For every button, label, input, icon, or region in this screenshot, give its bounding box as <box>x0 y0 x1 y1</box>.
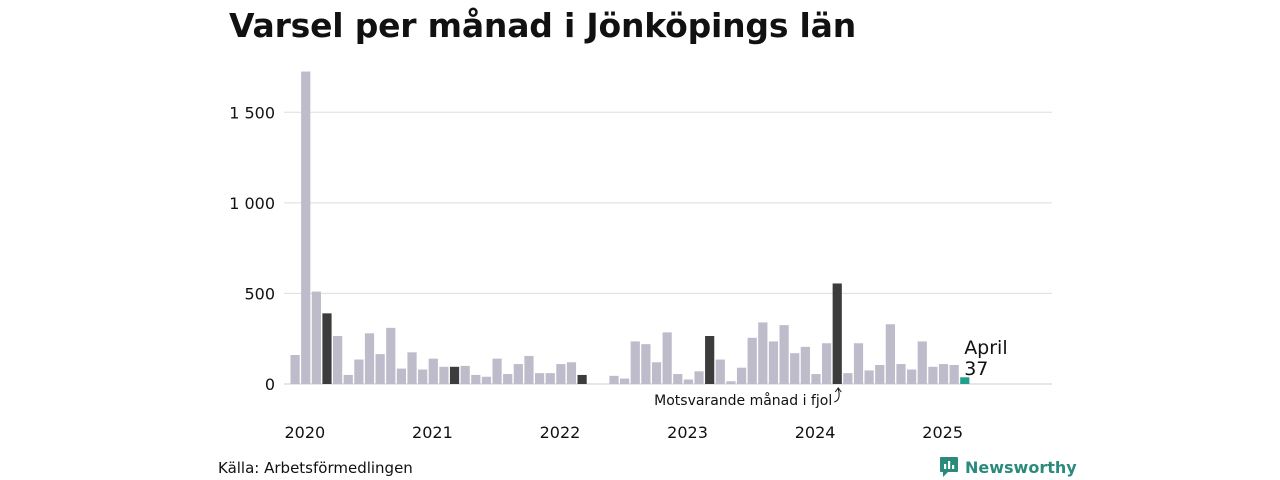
bar <box>715 359 725 384</box>
annotation-arrow <box>834 388 840 403</box>
x-tick-label: 2021 <box>412 423 453 442</box>
bar <box>428 358 438 384</box>
bar <box>694 371 704 384</box>
bar <box>683 379 694 384</box>
bar <box>673 374 683 384</box>
bar <box>609 375 619 384</box>
x-tick-label: 2020 <box>285 423 326 442</box>
x-tick-label: 2024 <box>795 423 836 442</box>
bars <box>290 71 970 385</box>
newsworthy-logo-icon <box>940 457 958 477</box>
bar <box>885 324 895 384</box>
bar <box>322 313 332 384</box>
brand-name: Newsworthy <box>965 457 1077 477</box>
bar <box>832 283 842 384</box>
bar <box>747 337 757 384</box>
bar <box>917 341 927 384</box>
bar <box>736 367 747 384</box>
bar <box>843 373 853 384</box>
bar <box>418 369 428 384</box>
bar <box>513 364 523 384</box>
bar <box>577 374 587 384</box>
bar <box>503 374 513 384</box>
y-tick-label: 0 <box>265 375 275 394</box>
bar <box>492 358 502 384</box>
bar <box>949 364 959 384</box>
bar <box>524 355 534 384</box>
bar <box>396 368 406 384</box>
bar <box>566 362 577 384</box>
bar <box>896 364 906 384</box>
source-note: Källa: Arbetsförmedlingen <box>218 459 413 477</box>
bar <box>800 346 810 384</box>
bar <box>471 374 481 384</box>
bar <box>460 365 470 384</box>
bar <box>875 364 885 384</box>
bar <box>779 325 789 384</box>
bar <box>811 374 821 384</box>
y-tick-label: 1 500 <box>229 103 275 122</box>
x-tick-label: 2022 <box>540 423 581 442</box>
brand-logo[interactable]: Newsworthy <box>939 456 1077 478</box>
current-month-value: 37 <box>964 358 988 380</box>
bar <box>758 322 768 384</box>
bar <box>311 291 321 384</box>
bar <box>620 378 630 384</box>
bar <box>938 364 949 384</box>
bar <box>768 341 779 384</box>
bar <box>907 369 917 384</box>
bar <box>375 354 385 384</box>
bar <box>386 327 396 384</box>
bar <box>481 376 492 384</box>
same-month-annotation: Motsvarande månad i fjol <box>654 392 832 409</box>
bar <box>290 355 300 384</box>
bar <box>651 362 662 384</box>
bar <box>822 343 832 384</box>
bar <box>407 352 417 384</box>
bar <box>853 343 864 384</box>
bar <box>641 344 651 384</box>
chart-title: Varsel per månad i Jönköpings län <box>229 6 857 45</box>
current-month-label: April <box>964 337 1007 359</box>
y-tick-label: 1 000 <box>229 194 275 213</box>
bar <box>301 71 311 385</box>
bar <box>662 332 672 384</box>
x-axis-ticks: 2020 2021 2022 2023 2024 2025 <box>285 423 964 442</box>
bar <box>928 366 938 384</box>
bar <box>726 381 736 384</box>
bar <box>354 359 364 384</box>
bar <box>960 377 970 384</box>
bar <box>364 333 375 384</box>
bar <box>534 373 545 384</box>
bar <box>333 335 343 384</box>
bar <box>864 370 874 384</box>
x-tick-label: 2023 <box>667 423 708 442</box>
bar <box>449 366 460 384</box>
y-axis-ticks: 0 500 1 000 1 500 <box>229 103 275 394</box>
bar <box>705 335 715 384</box>
bar <box>790 353 800 384</box>
y-tick-label: 500 <box>244 284 275 303</box>
bar <box>630 341 640 384</box>
annotation-arrowhead <box>834 387 842 393</box>
bar <box>545 373 555 384</box>
bar <box>343 374 353 384</box>
x-tick-label: 2025 <box>922 423 963 442</box>
bar <box>556 364 566 384</box>
bar <box>439 366 449 384</box>
